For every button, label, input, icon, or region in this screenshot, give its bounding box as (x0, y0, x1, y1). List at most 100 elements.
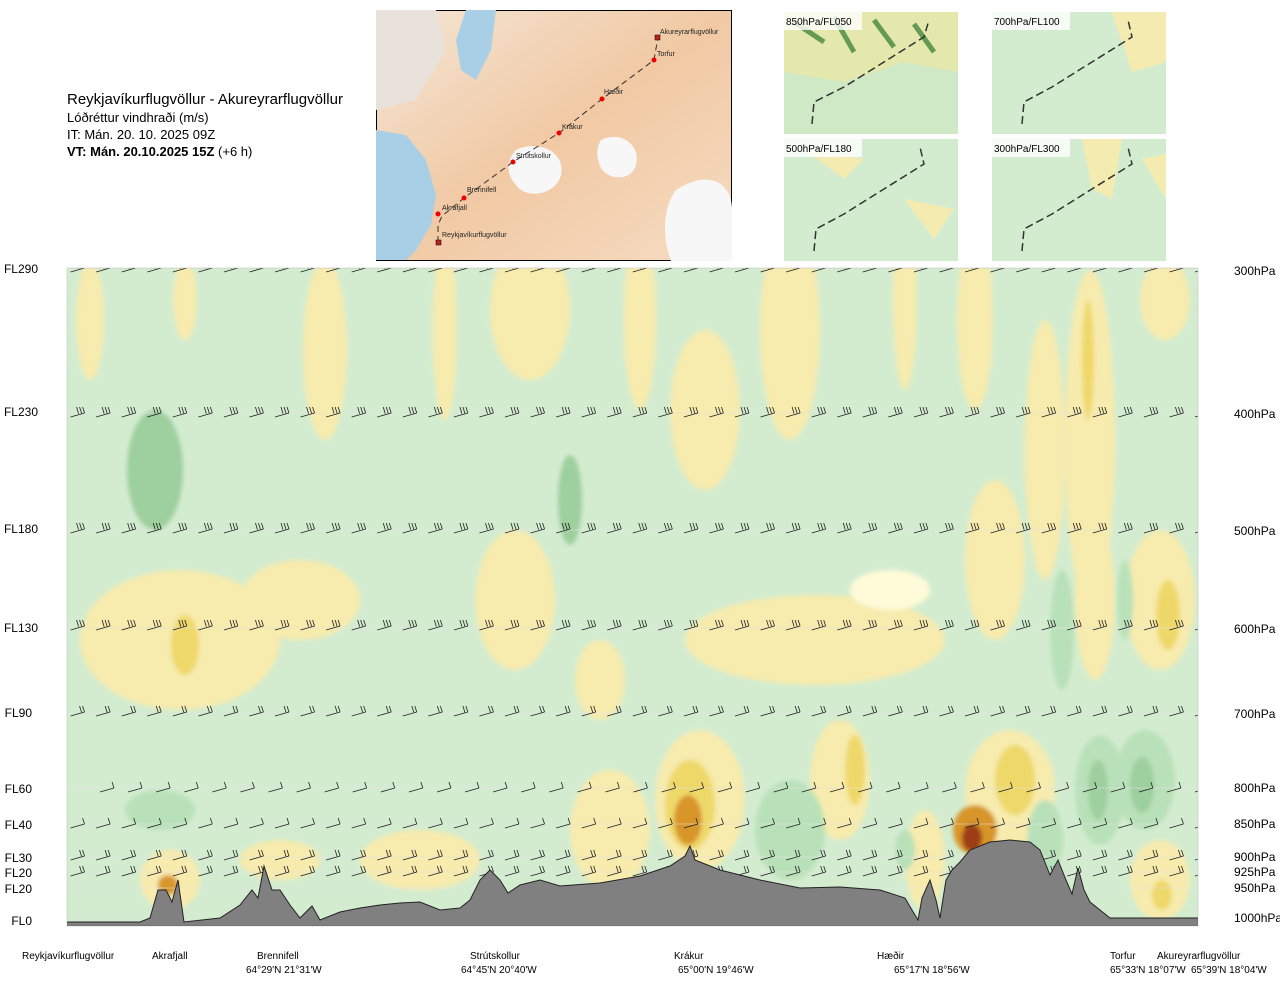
wind-barb (274, 522, 290, 534)
field-up (965, 480, 1025, 640)
wind-barb (198, 705, 213, 717)
wind-barb (300, 268, 315, 273)
wind-barb (913, 619, 929, 631)
wind-barb (1194, 858, 1198, 861)
wind-barb (786, 865, 801, 877)
wind-barb (45, 818, 59, 828)
wind-barb (172, 865, 188, 877)
wind-barb (1110, 781, 1126, 793)
fl-label-7: FL30 (4, 851, 32, 865)
wind-barb (274, 865, 290, 877)
wind-barb (121, 619, 137, 631)
wind-barb (45, 262, 59, 272)
wind-barb (837, 849, 852, 861)
wind-barb (658, 705, 673, 717)
field-up (624, 268, 656, 410)
wind-barb (1041, 619, 1057, 631)
map-glacier-langjokull (508, 146, 562, 194)
wind-barb (658, 849, 673, 861)
wind-barb (1118, 268, 1133, 273)
wind-barb (1169, 849, 1184, 861)
field-down (558, 455, 582, 545)
panel-500-label-bg (784, 139, 862, 157)
wind-barb (249, 268, 264, 273)
fl-label-2: FL180 (3, 522, 38, 536)
wind-barb (1067, 619, 1082, 631)
wind-barb (1092, 817, 1108, 829)
fl-label-6: FL40 (4, 818, 32, 832)
panel-500-label: 500hPa/FL180 (786, 144, 852, 155)
wind-barb (300, 406, 315, 418)
wind-barb (1194, 790, 1198, 793)
wind-barb (862, 268, 877, 273)
wind-barb (70, 619, 85, 631)
wind-barb (862, 406, 878, 418)
hpa-label-3: 600hPa (1234, 622, 1276, 636)
wind-barb (760, 619, 775, 631)
wind-barb (96, 406, 111, 418)
wind-barb (658, 406, 673, 418)
wind-barb (121, 817, 137, 829)
wind-barb (428, 817, 443, 829)
field-mod-up (1152, 880, 1172, 910)
map-label-torfur: Torfur (657, 51, 676, 58)
wind-barb (1169, 619, 1184, 631)
hpa-label-10: 1000hPa (1234, 911, 1280, 925)
wind-barb (351, 705, 367, 717)
waypoint-name-strutskollur: Strútskollur (470, 951, 521, 962)
wind-barb (1092, 849, 1108, 861)
wind-barb (274, 619, 290, 631)
wind-barb (1169, 817, 1184, 829)
route-map: Akureyrarflugvöllur Torfur Hæðir Krákur … (376, 10, 732, 261)
wind-barb (147, 865, 162, 877)
wind-barb (428, 268, 443, 273)
wind-barb (709, 817, 724, 829)
wind-barb (530, 849, 545, 861)
wind-barb (990, 705, 1005, 717)
panel-700-route (1021, 19, 1133, 125)
field-up (1140, 268, 1190, 340)
wind-barb (351, 865, 367, 877)
wind-barb (300, 849, 315, 861)
wind-barb (1143, 406, 1159, 418)
wind-barb (453, 522, 469, 534)
wind-barb (377, 522, 392, 534)
wind-barb (96, 705, 111, 717)
wind-barb (633, 781, 648, 793)
map-label-akureyri: Akureyrarflugvöllur (660, 29, 719, 36)
wind-barb (857, 781, 873, 793)
wind-barb (632, 849, 648, 861)
wind-barb (607, 817, 622, 829)
wind-barb (683, 522, 699, 534)
wind-barb (811, 268, 826, 273)
fl-label-5: FL60 (4, 782, 32, 796)
wind-barb (1016, 817, 1031, 829)
panel-300-route (1021, 146, 1133, 252)
wind-barb (1194, 874, 1198, 877)
waypoint-name-torfur: Torfur (1110, 951, 1136, 962)
wind-barb (300, 522, 315, 534)
wind-barb (240, 781, 255, 793)
field-down (1117, 560, 1133, 640)
wind-barb (773, 781, 789, 793)
wind-barb (453, 849, 469, 861)
wind-barb (939, 849, 954, 861)
wind-barb (521, 781, 536, 793)
map-fjord-north (456, 10, 496, 80)
wind-barb (530, 619, 545, 631)
wind-barb (377, 619, 392, 631)
wind-barb (1092, 522, 1108, 534)
wind-barb (172, 522, 188, 534)
wind-barb (530, 817, 545, 829)
wind-barb (172, 406, 188, 418)
fl-label-4: FL90 (4, 706, 32, 720)
field-up (76, 268, 104, 380)
wind-barb (45, 523, 59, 533)
wind-barb (1016, 705, 1031, 717)
waypoint-name-haedir: Hæðir (877, 951, 905, 962)
wind-barb (1026, 781, 1041, 793)
field-up (570, 770, 650, 890)
wind-barb (249, 817, 264, 829)
wind-barb (913, 406, 929, 418)
wind-barb (913, 705, 929, 717)
